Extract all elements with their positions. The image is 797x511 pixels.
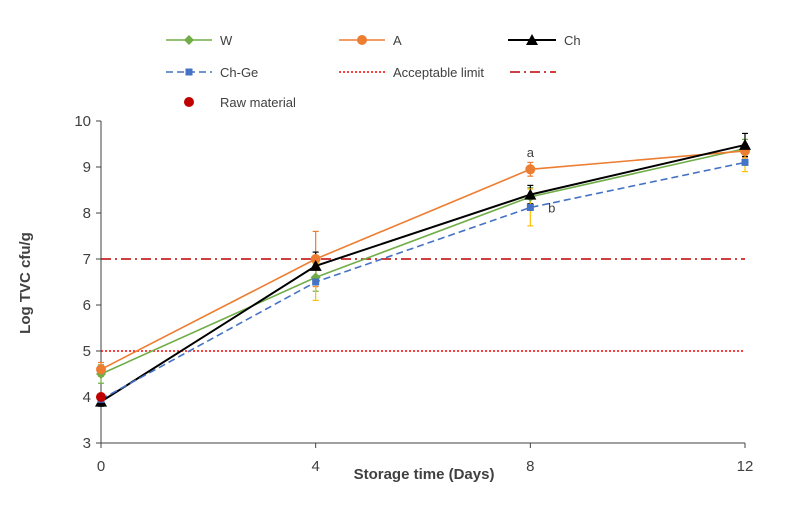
y-tick-label: 7	[83, 251, 91, 268]
y-tick-label: 6	[83, 297, 91, 314]
series-line-ch-ge	[100, 161, 746, 401]
data-point-a	[96, 364, 106, 375]
legend-label-ch: Ch	[564, 33, 581, 48]
legend-label-a: A	[393, 33, 402, 48]
y-tick-label: 9	[83, 159, 91, 176]
annotation-label: a	[527, 145, 535, 160]
data-point-a	[525, 164, 536, 175]
data-point-ch-ge	[312, 278, 320, 286]
data-point-ch-ge	[741, 158, 749, 166]
legend: W A Ch Ch-Ge Acceptable limit Raw material	[166, 33, 581, 110]
data-point-a	[310, 254, 321, 264]
legend-label-acceptable-limit: Acceptable limit	[393, 65, 484, 80]
series-line-ch	[100, 143, 746, 403]
legend-marker-ch	[526, 34, 538, 45]
series-lines	[100, 143, 746, 403]
y-tick-label: 8	[83, 205, 91, 222]
y-tick-label: 3	[83, 435, 91, 452]
data-point-raw-material	[96, 392, 106, 402]
x-tick-label: 0	[97, 458, 105, 475]
limit-lines	[101, 258, 745, 352]
series-line-w	[100, 147, 746, 375]
x-tick-label: 12	[737, 458, 754, 475]
axes: 3 4 5 6 7 8 9 10 0 4 8 12	[74, 113, 753, 475]
data-point-ch	[309, 259, 322, 271]
annotations: ab	[527, 145, 556, 215]
x-tick-label: 8	[526, 458, 534, 475]
series-markers	[95, 138, 751, 407]
x-tick-label: 4	[311, 458, 319, 475]
data-point-ch-ge	[526, 203, 534, 211]
legend-label-w: W	[220, 33, 233, 48]
y-tick-label: 10	[74, 113, 91, 130]
data-point-ch	[739, 138, 751, 150]
legend-marker-w	[184, 35, 194, 45]
legend-marker-a	[357, 35, 367, 45]
y-tick-label: 4	[83, 389, 91, 406]
y-tick-label: 5	[83, 343, 91, 360]
x-axis-title: Storage time (Days)	[354, 466, 495, 483]
series-line-a	[100, 150, 746, 371]
annotation-label: b	[548, 200, 555, 215]
legend-marker-ch-ge	[185, 68, 193, 76]
legend-marker-raw-material	[184, 97, 194, 107]
legend-label-raw-material: Raw material	[220, 95, 296, 110]
legend-label-ch-ge: Ch-Ge	[220, 65, 258, 80]
data-point-ch	[524, 188, 537, 200]
y-axis-title: Log TVC cfu/g	[17, 232, 34, 334]
